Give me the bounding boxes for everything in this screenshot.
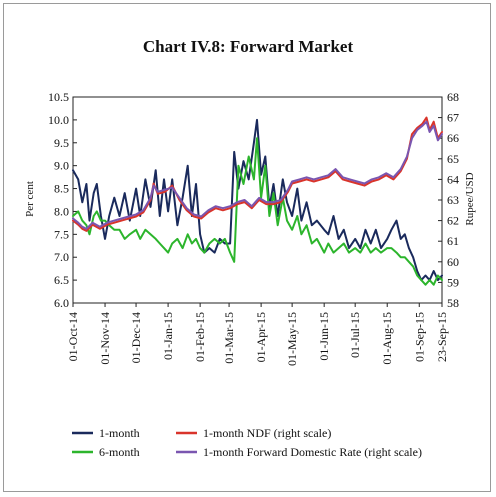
y-tick-label-right: 60	[447, 255, 459, 269]
y-tick-label-left: 10.0	[48, 113, 69, 127]
x-tick-label: 01-May-15	[285, 312, 299, 366]
y-tick-label-right: 62	[447, 214, 459, 228]
x-tick-label: 01-Dec-14	[129, 312, 143, 363]
y-tick-label-right: 59	[447, 275, 459, 289]
series-layer	[72, 116, 443, 286]
y-tick-label-left: 8.0	[54, 204, 69, 218]
y-axis-label-right: Rupee/USD	[464, 172, 476, 225]
y-axis-label-left: Per cent	[24, 181, 36, 217]
y-tick-label-left: 7.0	[54, 250, 69, 264]
legend-entry: 6-month	[99, 445, 140, 459]
series-line-1-month-forward-domestic-rate-right-scale	[72, 120, 443, 230]
legend-entry: 1-month Forward Domestic Rate (right sca…	[203, 445, 422, 459]
y-tick-label-right: 64	[447, 172, 459, 186]
chart-title: Chart IV.8: Forward Market	[143, 37, 354, 56]
y-tick-label-left: 9.5	[54, 136, 69, 150]
x-tick-label: 01-Nov-14	[98, 312, 112, 365]
x-tick-label: 01-Oct-14	[66, 312, 80, 361]
left-y-axis: 6.0 6.5 7.0 7.5 8.0 8.5 9.0 9.5 10.0 10.5	[48, 90, 77, 310]
x-tick-label: 01-Mar-15	[222, 312, 236, 364]
y-tick-label-left: 6.0	[54, 296, 69, 310]
y-tick-label-right: 67	[447, 111, 459, 125]
y-tick-label-right: 58	[447, 296, 459, 310]
x-tick-label: 01-Jan-15	[161, 312, 175, 360]
y-tick-label-left: 7.5	[54, 227, 69, 241]
x-tick-label: 01-Feb-15	[193, 312, 207, 362]
y-tick-label-left: 8.5	[54, 182, 69, 196]
x-axis: 01-Oct-14 01-Nov-14 01-Dec-14 01-Jan-15 01-F…	[66, 303, 449, 366]
y-tick-label-right: 63	[447, 193, 459, 207]
legend: 1-month 6-month 1-month NDF (right scale) 1…	[72, 426, 422, 459]
y-tick-label-left: 9.0	[54, 159, 69, 173]
x-tick-label: 01-Sep-15	[412, 312, 426, 362]
y-tick-label-right: 66	[447, 131, 459, 145]
y-tick-label-left: 10.5	[48, 90, 69, 104]
series-line-1-month-ndf-right-scale	[72, 116, 443, 232]
legend-entry: 1-month	[99, 426, 140, 440]
x-tick-label: 01-Jun-15	[317, 312, 331, 361]
right-y-axis: 58 59 60 61 62 63 64 65 66 67 68	[438, 90, 459, 310]
y-tick-label-right: 61	[447, 234, 459, 248]
series-line-6-month	[72, 137, 443, 286]
x-tick-label: 01-Apr-15	[254, 312, 268, 362]
x-tick-label: 01-Jul-15	[348, 312, 362, 358]
y-tick-label-right: 65	[447, 152, 459, 166]
chart-frame	[3, 3, 491, 492]
y-tick-label-left: 6.5	[54, 273, 69, 287]
y-tick-label-right: 68	[447, 90, 459, 104]
x-tick-label: 23-Sep-15	[435, 312, 449, 362]
legend-entry: 1-month NDF (right scale)	[203, 426, 331, 440]
x-tick-label: 01-Aug-15	[380, 312, 394, 365]
